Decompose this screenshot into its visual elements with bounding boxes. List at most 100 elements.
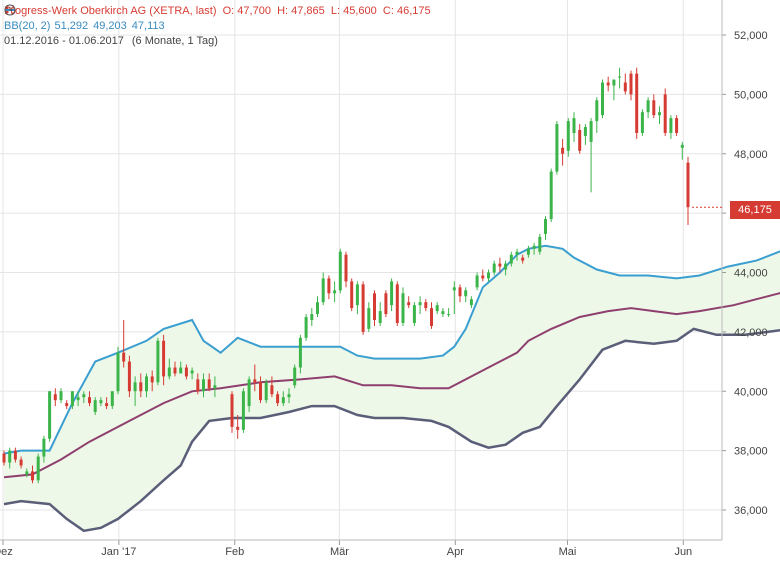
candle-body <box>578 130 582 151</box>
candle-body <box>384 293 388 315</box>
ohlc-close-value: 46,175 <box>396 5 431 17</box>
ohlc-low: L: 45,600 <box>324 5 377 17</box>
indicator-lower: 47,113 <box>131 20 165 32</box>
candle-body <box>595 100 599 122</box>
candle-body <box>133 382 137 392</box>
candle-body <box>532 245 536 249</box>
period-detail: (6 Monate, 1 Tag) <box>131 35 218 47</box>
middle-band-line <box>3 291 780 479</box>
candle-body <box>458 287 462 297</box>
candle-body <box>623 82 627 92</box>
candle-body <box>167 367 171 377</box>
y-tick-label: 36,000 <box>734 505 768 517</box>
candle-body <box>173 367 177 374</box>
candle-body <box>184 367 188 377</box>
candle-body <box>65 403 69 407</box>
candle-body <box>264 382 268 401</box>
period-range: 01.12.2016 - 01.06.2017 <box>4 35 124 47</box>
legend: Progress-Werk Oberkirch AG (XETRA, last)… <box>4 4 431 49</box>
x-tick-label: Jun <box>674 546 692 558</box>
candle-body <box>70 391 74 407</box>
candle-body <box>441 311 445 315</box>
candle-body <box>82 394 86 398</box>
candle-body <box>646 100 650 113</box>
candle-body <box>139 382 143 392</box>
candle-body <box>76 397 80 401</box>
candle-body <box>390 281 394 306</box>
candle-body <box>618 76 622 78</box>
candle-body <box>435 305 439 312</box>
candle-body <box>190 370 194 374</box>
candle-body <box>2 453 6 463</box>
candle-body <box>145 376 148 392</box>
candle-body <box>412 305 416 323</box>
last-price-badge: 46,175 <box>730 201 780 219</box>
candle-body <box>13 450 17 460</box>
candle-body <box>504 263 508 270</box>
candle-body <box>327 278 331 294</box>
candle-body <box>606 82 610 86</box>
candle-body <box>207 379 211 389</box>
candle-body <box>498 263 502 267</box>
candle-body <box>475 275 479 288</box>
y-tick-label: 40,000 <box>734 386 768 398</box>
chart-title: Progress-Werk Oberkirch AG (XETRA, last) <box>4 5 217 17</box>
candle-body <box>162 340 166 377</box>
indicator-upper: 51,292 <box>54 20 89 32</box>
legend-period-row: 01.12.2016 - 01.06.2017 (6 Monate, 1 Tag… <box>4 4 431 49</box>
candle-body <box>304 317 308 338</box>
x-tick-label: Jan '17 <box>101 546 136 558</box>
candle-body <box>509 254 513 264</box>
candle-body <box>270 385 274 395</box>
candle-body <box>19 459 23 466</box>
candle-body <box>361 284 365 332</box>
candle-body <box>253 379 257 383</box>
candle-body <box>281 397 285 404</box>
candle-body <box>99 400 103 404</box>
x-tick-label: Mär <box>330 546 349 558</box>
candle-body <box>526 248 530 255</box>
candle-body <box>93 400 97 413</box>
candle-body <box>686 162 690 208</box>
candle-body <box>230 394 234 427</box>
lower-band-line <box>3 327 780 533</box>
candle-body <box>469 299 473 306</box>
candle-body <box>612 79 616 86</box>
candle-body <box>127 361 131 392</box>
candle-body <box>338 251 342 291</box>
indicator-middle: 49,203 <box>93 20 127 32</box>
candle-body <box>561 147 565 154</box>
candlesticks <box>2 67 690 484</box>
candle-body <box>680 144 684 148</box>
candle-body <box>122 352 126 362</box>
candle-body <box>213 385 217 389</box>
candle-body <box>293 367 297 386</box>
candle-body <box>156 340 160 383</box>
candle-body <box>276 394 280 404</box>
x-tick-label: Mai <box>559 546 577 558</box>
candle-body <box>25 471 29 475</box>
x-tick-label: Apr <box>447 546 464 558</box>
candle-body <box>424 302 428 309</box>
y-tick-label: 42,000 <box>734 327 768 339</box>
ohlc-low-value: 45,600 <box>343 5 377 17</box>
y-tick-label: 52,000 <box>734 30 768 42</box>
candle-body <box>566 121 570 151</box>
candle-body <box>401 293 405 323</box>
candle-body <box>544 219 547 234</box>
candle-body <box>179 367 183 374</box>
candle-body <box>298 337 302 368</box>
candle-body <box>88 397 91 404</box>
candle-body <box>669 118 673 133</box>
candle-body <box>378 311 382 323</box>
y-tick-label: 50,000 <box>734 89 768 101</box>
candle-body <box>105 403 109 407</box>
candle-body <box>310 314 314 320</box>
axes: 36,00038,00040,00042,00044,00046,00048,0… <box>0 0 768 558</box>
candle-body <box>481 275 485 279</box>
candle-body <box>583 127 587 136</box>
candle-body <box>236 426 240 430</box>
candle-body <box>538 236 542 252</box>
